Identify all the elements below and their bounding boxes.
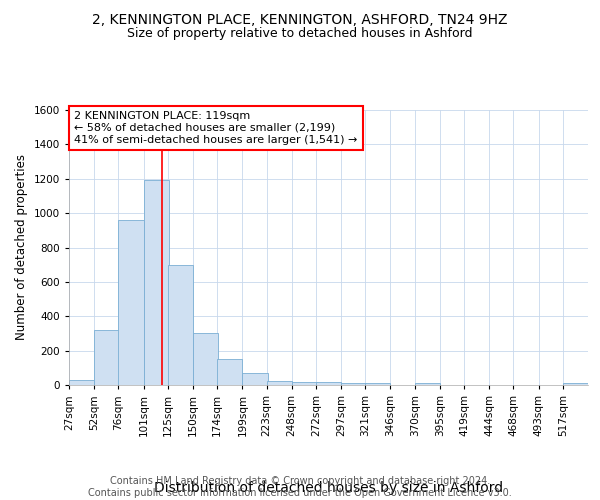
Text: 2, KENNINGTON PLACE, KENNINGTON, ASHFORD, TN24 9HZ: 2, KENNINGTON PLACE, KENNINGTON, ASHFORD… bbox=[92, 12, 508, 26]
Bar bbox=[193, 334, 218, 385]
X-axis label: Distribution of detached houses by size in Ashford: Distribution of detached houses by size … bbox=[154, 480, 503, 494]
Text: Contains HM Land Registry data © Crown copyright and database right 2024.
Contai: Contains HM Land Registry data © Crown c… bbox=[88, 476, 512, 498]
Bar bbox=[415, 384, 440, 385]
Bar bbox=[365, 383, 391, 385]
Bar bbox=[143, 180, 169, 385]
Bar bbox=[563, 384, 588, 385]
Bar bbox=[316, 382, 341, 385]
Text: 2 KENNINGTON PLACE: 119sqm
← 58% of detached houses are smaller (2,199)
41% of s: 2 KENNINGTON PLACE: 119sqm ← 58% of deta… bbox=[74, 112, 358, 144]
Y-axis label: Number of detached properties: Number of detached properties bbox=[15, 154, 28, 340]
Bar bbox=[242, 373, 268, 385]
Bar bbox=[69, 380, 94, 385]
Text: Size of property relative to detached houses in Ashford: Size of property relative to detached ho… bbox=[127, 28, 473, 40]
Bar bbox=[94, 330, 119, 385]
Bar bbox=[217, 359, 242, 385]
Bar bbox=[118, 220, 143, 385]
Bar bbox=[292, 382, 317, 385]
Bar bbox=[168, 264, 193, 385]
Bar bbox=[266, 380, 292, 385]
Bar bbox=[341, 384, 366, 385]
